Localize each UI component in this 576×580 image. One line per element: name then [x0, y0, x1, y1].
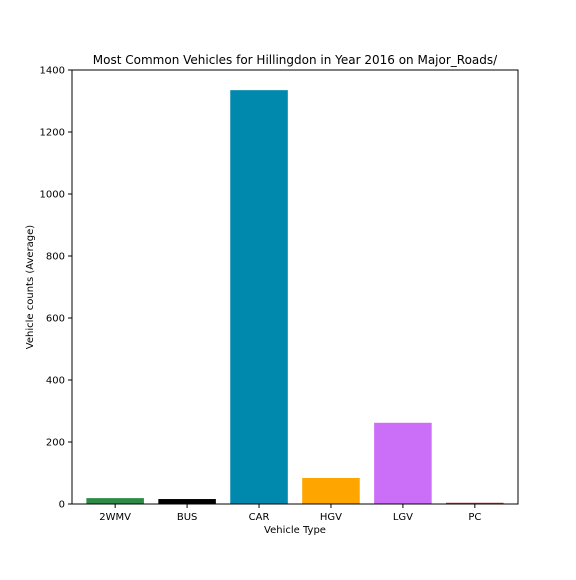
bar-pc: [446, 502, 504, 504]
x-tick-label: BUS: [177, 512, 198, 523]
chart-title: Most Common Vehicles for Hillingdon in Y…: [93, 53, 498, 67]
x-tick-label: PC: [468, 512, 481, 523]
bar-lgv: [374, 422, 432, 504]
bars-group: [86, 90, 504, 505]
bar-car: [230, 90, 288, 505]
y-axis-label: Vehicle counts (Average): [25, 225, 36, 350]
bar-2wmv: [86, 498, 144, 504]
x-tick-label: 2WMV: [99, 512, 131, 523]
y-tick-label: 800: [46, 252, 65, 263]
y-tick-label: 1200: [40, 128, 65, 139]
y-axis: 0 200 400 600 800 1000 1200 1400: [40, 66, 72, 511]
y-tick-label: 600: [46, 314, 65, 325]
y-tick-label: 1400: [40, 66, 65, 77]
x-axis-label: Vehicle Type: [264, 525, 326, 536]
y-tick-label: 1000: [40, 190, 65, 201]
x-tick-label: CAR: [249, 512, 270, 523]
axes-frame: [71, 69, 519, 505]
bar-bus: [158, 499, 216, 504]
x-tick-label: HGV: [320, 512, 342, 523]
y-tick-label: 400: [46, 376, 65, 387]
bar-hgv: [302, 477, 360, 504]
y-tick-label: 0: [59, 500, 65, 511]
y-tick-label: 200: [46, 438, 65, 449]
x-axis: 2WMV BUS CAR HGV LGV PC: [99, 504, 481, 523]
x-tick-label: LGV: [393, 512, 413, 523]
